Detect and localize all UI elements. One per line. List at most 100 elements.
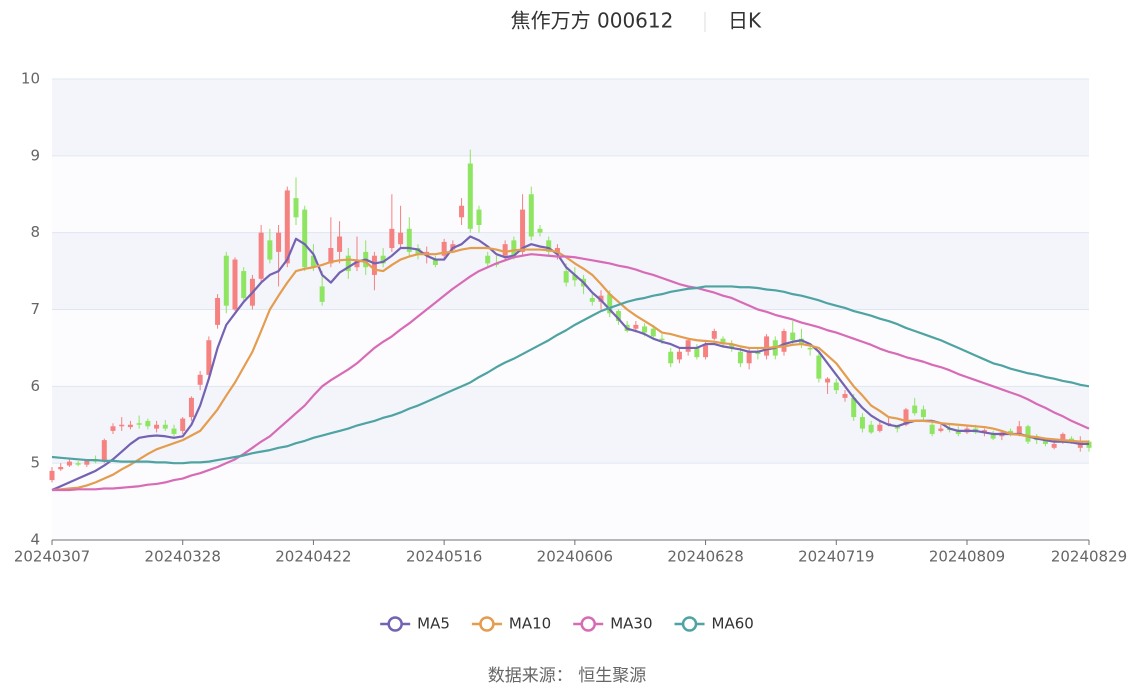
candle-body [589, 297, 595, 302]
candle-body [720, 338, 726, 345]
legend-label: MA10 [509, 615, 551, 633]
candle-body [485, 255, 491, 264]
candle-body [502, 244, 508, 256]
candle-body [781, 331, 787, 352]
candle-body [110, 426, 116, 431]
candle-body [859, 417, 865, 429]
legend-marker [479, 616, 495, 632]
candle-body [101, 440, 107, 462]
candle-body [1042, 440, 1048, 444]
candle-body [180, 418, 186, 431]
candle-body [537, 228, 543, 233]
candle-body [920, 409, 926, 418]
x-tick-label: 20240829 [1051, 548, 1127, 566]
candle-body [563, 271, 569, 283]
legend-marker [681, 616, 698, 632]
candle-body [981, 430, 987, 433]
candle-body [642, 326, 648, 333]
candle-body [215, 297, 221, 325]
candle-body [572, 274, 578, 281]
legend-label: MA5 [417, 615, 450, 633]
candle-body [511, 240, 517, 256]
candle-body [877, 424, 883, 431]
x-tick-label: 20240307 [14, 548, 90, 566]
candle-body [345, 255, 351, 272]
candle-body [746, 351, 752, 364]
candle-body [162, 424, 168, 429]
candle-body [354, 259, 360, 268]
candle-body [119, 424, 125, 427]
candle-body [145, 420, 151, 427]
candle-body [868, 424, 874, 433]
candle-body [685, 340, 691, 352]
candle-body [171, 428, 177, 434]
x-tick-label: 20240328 [145, 548, 221, 566]
candle-body [528, 194, 534, 237]
legend-marker [387, 616, 403, 632]
candle-body [990, 433, 996, 439]
candle-body [302, 209, 308, 268]
x-tick-label: 20240516 [406, 548, 482, 566]
candle-body [371, 255, 377, 275]
candle-body [267, 240, 273, 260]
x-tick-label: 20240628 [667, 548, 743, 566]
candle-body [607, 294, 613, 314]
candle-body [310, 255, 316, 268]
candle-body [668, 351, 674, 364]
chart-title: 焦作万方 000612 [511, 9, 674, 33]
candle-body [223, 255, 229, 306]
candle-body [276, 232, 282, 252]
x-tick-label: 20240719 [798, 548, 874, 566]
candle-body [389, 228, 395, 249]
candle-body [415, 248, 421, 255]
source-note: 数据来源： 恒生聚源 [488, 666, 646, 686]
candle-body [703, 344, 709, 358]
candle-body [676, 351, 682, 360]
candle-body [337, 236, 343, 252]
candle-body [1008, 430, 1014, 434]
candle-body [764, 336, 770, 356]
y-tick-label: 7 [30, 300, 40, 318]
x-tick-label: 20240422 [275, 548, 351, 566]
legend: MA5 MA10 MA30 MA60 [380, 615, 754, 633]
candle-body [241, 271, 247, 298]
y-tick-label: 4 [30, 531, 40, 549]
candle-body [197, 374, 203, 385]
candle-body [903, 409, 909, 425]
x-tick-label: 20240809 [929, 548, 1005, 566]
split-area [52, 79, 1089, 156]
candle-body [459, 205, 465, 218]
candle-body [546, 240, 552, 252]
candle-body [258, 232, 264, 279]
candle-body [938, 428, 944, 431]
candle-body [1051, 443, 1057, 448]
ma-line [52, 253, 1090, 492]
candle-body [232, 259, 238, 310]
legend-label: MA30 [610, 615, 652, 633]
candle-body [136, 423, 142, 425]
candle-body [912, 405, 918, 414]
candle-body [398, 232, 404, 245]
candle-body [1016, 426, 1022, 434]
candle-body [380, 255, 386, 264]
candle-body [206, 340, 212, 375]
candle-body [127, 424, 133, 428]
candle-body [833, 382, 839, 391]
candle-body [894, 426, 900, 429]
candle-body [432, 259, 438, 265]
candle-body [49, 470, 55, 481]
period-label: 日K [728, 9, 762, 33]
y-tick-label: 6 [30, 377, 40, 395]
candle-body [615, 311, 621, 322]
y-tick-label: 5 [30, 454, 40, 472]
candle-body [955, 430, 961, 434]
split-area [52, 155, 1089, 233]
candle-body [406, 228, 412, 252]
split-area [52, 463, 1089, 540]
candle-body [816, 355, 822, 379]
candle-body [650, 328, 656, 337]
candle-body [694, 347, 700, 358]
candle-body [75, 463, 81, 465]
y-tick-label: 10 [21, 70, 40, 88]
